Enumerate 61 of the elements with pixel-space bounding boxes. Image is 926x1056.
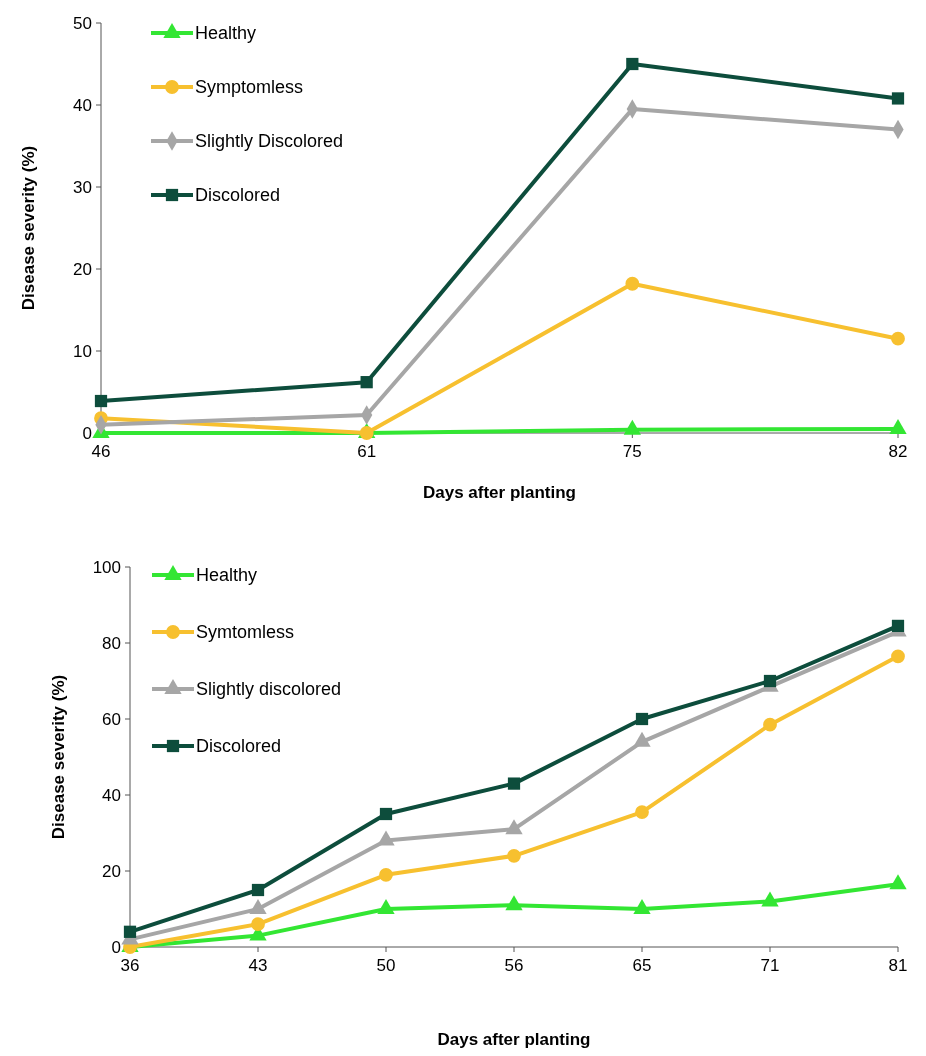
point [891, 619, 905, 633]
y-tick-label: 20 [73, 259, 92, 279]
point [123, 925, 137, 938]
x-tick-label: 71 [760, 956, 780, 975]
legend-label: Healthy [196, 565, 258, 586]
y-tick-label: 10 [73, 341, 92, 361]
point [507, 848, 521, 863]
legend-label: Symtomless [196, 622, 295, 643]
point [763, 717, 777, 732]
legend-label: Discolored [195, 185, 281, 206]
y-tick-label: 20 [102, 861, 121, 881]
point [761, 891, 779, 907]
x-tick-label: 61 [357, 442, 377, 461]
y-axis-title: Disease severity (%) [48, 674, 68, 840]
legend-label: Discolored [196, 736, 282, 757]
x-tick-label: 46 [91, 442, 111, 461]
point [249, 899, 267, 914]
point [251, 883, 265, 897]
y-tick-label: 60 [102, 709, 121, 729]
legend-label: Healthy [195, 23, 257, 44]
point [505, 819, 523, 835]
x-tick-label: 43 [248, 956, 268, 975]
point [635, 805, 649, 819]
x-tick-label: 50 [376, 956, 396, 975]
x-tick-label: 65 [632, 956, 652, 975]
legend-label: Slightly Discolored [195, 131, 344, 152]
x-tick-label: 56 [504, 956, 524, 975]
x-axis-title: Days after planting [437, 1030, 591, 1049]
point [507, 777, 521, 790]
y-tick-label: 100 [92, 557, 121, 577]
point [360, 376, 373, 389]
x-axis-title: Days after planting [422, 483, 577, 502]
point [763, 674, 777, 688]
legend-label: Slightly discolored [196, 679, 342, 700]
point [625, 276, 640, 291]
y-tick-label: 0 [111, 937, 121, 957]
y-tick-label: 30 [73, 177, 92, 197]
legend-label: Symptomless [195, 77, 304, 98]
y-tick-label: 40 [102, 785, 121, 805]
point [94, 394, 108, 408]
point [633, 899, 651, 914]
point [891, 331, 905, 346]
point [626, 57, 639, 71]
point [505, 895, 523, 911]
point [377, 899, 395, 914]
point [889, 874, 907, 890]
y-axis-title: Disease severity (%) [18, 145, 38, 311]
x-tick-label: 36 [120, 956, 140, 975]
x-tick-label: 81 [888, 956, 908, 975]
y-tick-label: 40 [73, 95, 92, 115]
y-tick-label: 80 [102, 633, 121, 653]
point [891, 92, 905, 105]
point [377, 830, 395, 846]
point [635, 712, 649, 726]
point [891, 649, 905, 664]
x-tick-label: 75 [622, 442, 642, 461]
point [379, 867, 393, 882]
point [379, 807, 393, 821]
x-tick-label: 82 [888, 442, 908, 461]
y-tick-label: 0 [82, 423, 92, 443]
y-tick-label: 50 [73, 13, 92, 33]
